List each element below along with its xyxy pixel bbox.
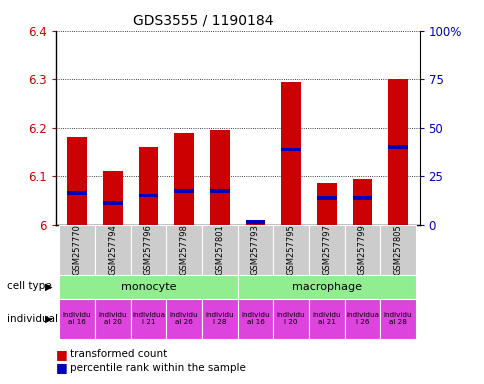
Text: individu
al 21: individu al 21 xyxy=(312,312,340,325)
Bar xyxy=(344,299,379,339)
Text: individu
al 28: individu al 28 xyxy=(383,312,411,325)
Bar xyxy=(210,130,229,225)
Bar xyxy=(237,299,273,339)
Bar xyxy=(388,145,407,149)
Text: individua
l 21: individua l 21 xyxy=(132,312,165,325)
Bar xyxy=(59,275,237,299)
Bar xyxy=(95,299,130,339)
Bar xyxy=(317,184,336,225)
Bar xyxy=(103,201,122,205)
Bar xyxy=(95,225,130,275)
Text: individu
al 16: individu al 16 xyxy=(63,312,91,325)
Text: GDS3555 / 1190184: GDS3555 / 1190184 xyxy=(133,13,273,27)
Text: individual: individual xyxy=(7,314,58,324)
Bar xyxy=(138,194,158,197)
Bar xyxy=(201,299,237,339)
Text: GSM257799: GSM257799 xyxy=(357,224,366,275)
Text: GSM257795: GSM257795 xyxy=(286,224,295,275)
Bar xyxy=(174,189,194,193)
Text: individu
al 20: individu al 20 xyxy=(98,312,127,325)
Text: GSM257794: GSM257794 xyxy=(108,224,117,275)
Text: ▶: ▶ xyxy=(45,314,52,324)
Bar xyxy=(174,132,194,225)
Bar xyxy=(166,225,201,275)
Bar xyxy=(352,196,372,200)
Bar xyxy=(130,225,166,275)
Bar xyxy=(352,179,372,225)
Bar xyxy=(281,82,301,225)
Text: monocyte: monocyte xyxy=(121,281,176,292)
Bar xyxy=(281,147,301,151)
Text: GSM257798: GSM257798 xyxy=(179,224,188,275)
Text: macrophage: macrophage xyxy=(291,281,361,292)
Text: GSM257770: GSM257770 xyxy=(73,224,81,275)
Bar xyxy=(344,225,379,275)
Bar xyxy=(67,137,87,225)
Bar xyxy=(308,225,344,275)
Text: ■: ■ xyxy=(56,348,67,361)
Text: ▶: ▶ xyxy=(45,281,52,291)
Bar xyxy=(59,225,95,275)
Text: GSM257796: GSM257796 xyxy=(144,224,152,275)
Text: GSM257805: GSM257805 xyxy=(393,224,402,275)
Bar xyxy=(273,299,308,339)
Text: individu
l 20: individu l 20 xyxy=(276,312,305,325)
Bar xyxy=(59,299,95,339)
Bar xyxy=(308,299,344,339)
Bar xyxy=(379,225,415,275)
Bar xyxy=(130,299,166,339)
Text: GSM257797: GSM257797 xyxy=(322,224,331,275)
Text: transformed count: transformed count xyxy=(70,349,167,359)
Bar xyxy=(103,171,122,225)
Bar xyxy=(388,79,407,225)
Text: GSM257793: GSM257793 xyxy=(250,224,259,275)
Text: individua
l 26: individua l 26 xyxy=(345,312,378,325)
Bar xyxy=(379,299,415,339)
Bar xyxy=(273,225,308,275)
Bar xyxy=(245,220,265,224)
Text: individu
l 28: individu l 28 xyxy=(205,312,234,325)
Bar xyxy=(138,147,158,225)
Text: individu
al 16: individu al 16 xyxy=(241,312,269,325)
Bar xyxy=(166,299,201,339)
Bar xyxy=(237,275,415,299)
Text: individu
al 26: individu al 26 xyxy=(169,312,198,325)
Bar xyxy=(237,225,273,275)
Bar xyxy=(245,222,265,225)
Text: cell type: cell type xyxy=(7,281,52,291)
Text: GSM257801: GSM257801 xyxy=(215,224,224,275)
Bar xyxy=(67,191,87,195)
Bar xyxy=(201,225,237,275)
Text: percentile rank within the sample: percentile rank within the sample xyxy=(70,363,246,373)
Bar xyxy=(317,196,336,200)
Text: ■: ■ xyxy=(56,361,67,374)
Bar xyxy=(210,189,229,193)
